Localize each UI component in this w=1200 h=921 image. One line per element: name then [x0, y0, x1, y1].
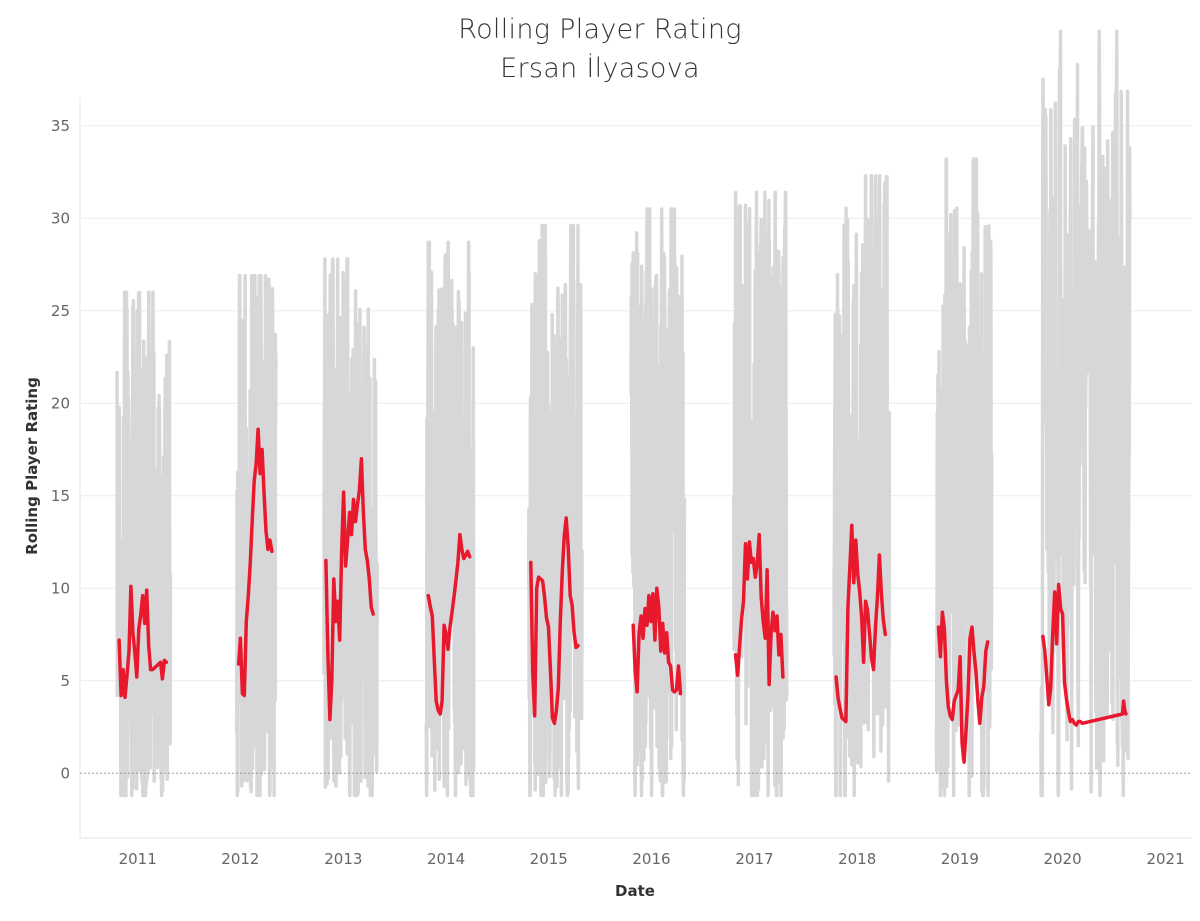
y-tick-label: 30 [51, 209, 70, 227]
other-players-season-band [424, 240, 476, 798]
x-tick-label: 2016 [632, 850, 670, 868]
x-tick-label: 2017 [735, 850, 773, 868]
x-tick-label: 2020 [1043, 850, 1081, 868]
player-season-line [834, 523, 888, 724]
x-tick-label: 2019 [941, 850, 979, 868]
other-players-season-band [629, 207, 687, 798]
other-players-season-band [234, 273, 278, 798]
player-season-line [529, 516, 580, 726]
x-axis-label: Date [615, 882, 655, 900]
chart-subtitle: Ersan İlyasova [500, 53, 700, 84]
x-tick-label: 2015 [530, 850, 568, 868]
x-tick-label: 2014 [427, 850, 465, 868]
plot-frame [79, 98, 1192, 839]
player-season-line [236, 427, 274, 698]
player-season-line [733, 532, 785, 687]
y-tick-label: 10 [51, 579, 70, 597]
other-players-season-band [115, 290, 173, 798]
player-season-line [936, 610, 990, 764]
x-tick-label: 2011 [119, 850, 157, 868]
player-season-line [324, 457, 375, 722]
other-players-season-band [832, 173, 892, 798]
highlight-series [117, 427, 1128, 764]
y-axis-label: Rolling Player Rating [23, 377, 41, 555]
player-season-line [426, 532, 472, 716]
x-tick-label: 2021 [1146, 850, 1184, 868]
x-axis-ticks: 2011 2012 2013 2014 2015 2016 2017 2018 2019 2020… [119, 850, 1185, 868]
other-players-season-band [527, 223, 584, 798]
y-tick-label: 5 [60, 672, 70, 690]
y-tick-label: 35 [51, 117, 70, 135]
y-tick-label: 15 [51, 487, 70, 505]
y-axis-ticks: 0 5 10 15 20 25 30 35 [51, 117, 70, 783]
other-players-season-band [731, 190, 789, 798]
x-tick-label: 2018 [838, 850, 876, 868]
x-tick-label: 2012 [221, 850, 259, 868]
player-season-line [631, 586, 683, 696]
player-season-line [117, 584, 169, 700]
player-season-line [1041, 582, 1128, 727]
other-players-season-band [934, 157, 994, 798]
other-players-season-band [322, 257, 379, 798]
y-tick-label: 25 [51, 302, 70, 320]
x-tick-label: 2013 [324, 850, 362, 868]
other-players-season-band [1039, 29, 1132, 798]
chart-title: Rolling Player Rating [458, 14, 742, 45]
y-tick-label: 0 [60, 764, 70, 782]
y-tick-label: 20 [51, 394, 70, 412]
